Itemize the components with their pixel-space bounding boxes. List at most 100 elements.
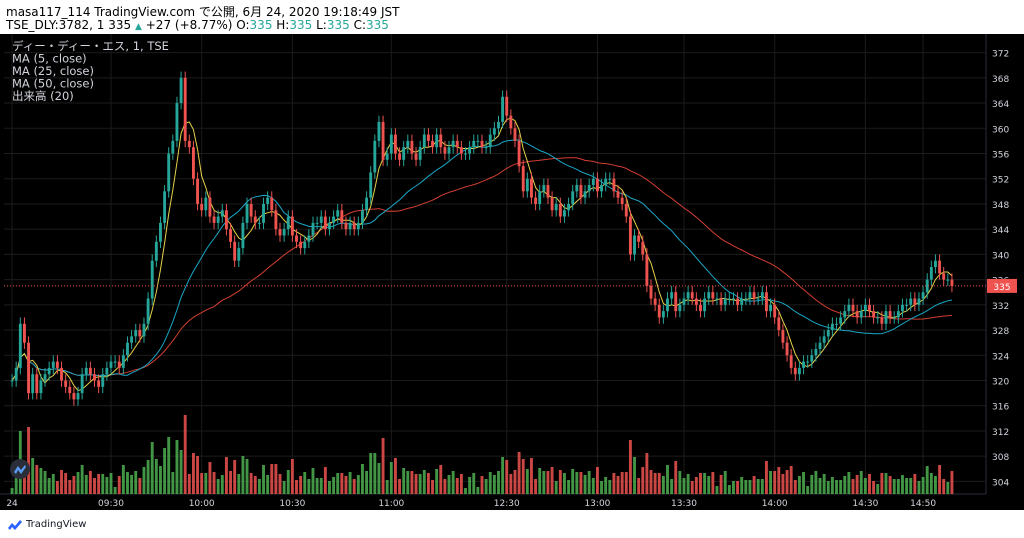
candle-body — [266, 197, 270, 204]
candle-body — [126, 342, 129, 356]
volume-bar — [183, 415, 187, 494]
volume-bar — [154, 459, 158, 494]
ma50-line — [11, 157, 952, 381]
volume-bar — [756, 479, 760, 494]
volume-bar — [723, 471, 727, 494]
volume-bar — [661, 476, 665, 494]
candle-body — [686, 292, 690, 299]
candle-body — [591, 178, 595, 186]
volume-bar — [806, 486, 810, 494]
volume-bar — [513, 470, 517, 494]
candle-body — [93, 374, 96, 381]
chart-footer: TradingView — [0, 510, 1024, 538]
x-tick-label: 14:00 — [762, 499, 788, 509]
candle-body — [303, 241, 307, 249]
price-chart[interactable]: 3723683643603563523483443403363323283243… — [0, 34, 1024, 510]
candle-body — [913, 298, 917, 305]
x-tick-label: 24 — [6, 499, 18, 509]
candle-body — [212, 216, 216, 223]
volume-bar — [789, 466, 793, 494]
volume-bar — [616, 476, 620, 494]
volume-bar — [191, 453, 195, 494]
candle-body — [208, 197, 212, 217]
volume-bar — [600, 481, 603, 494]
candle-body — [785, 342, 789, 356]
y-tick-label: 348 — [992, 201, 1009, 211]
volume-bar — [488, 472, 492, 494]
candle-body — [68, 386, 72, 394]
volume-bar — [542, 471, 546, 494]
volume-bar — [764, 461, 768, 494]
candle-body — [418, 147, 422, 160]
candle-body — [554, 203, 558, 211]
volume-bar — [694, 477, 698, 494]
volume-bar — [863, 478, 867, 494]
candle-body — [344, 222, 348, 230]
candle-body — [204, 197, 208, 211]
last-price-label: 335 — [993, 283, 1010, 293]
volume-bar — [369, 453, 373, 494]
change-up-icon: ▲ — [135, 22, 142, 32]
x-tick-label: 10:30 — [279, 499, 305, 509]
candle-body — [422, 134, 426, 148]
candle-body — [51, 361, 55, 368]
candle-body — [311, 222, 315, 236]
candle-body — [892, 317, 896, 319]
candle-body — [101, 374, 105, 387]
volume-bar — [418, 474, 422, 494]
candle-body — [315, 222, 319, 224]
volume-bar — [270, 464, 274, 494]
volume-bar — [591, 478, 595, 494]
volume-bar — [546, 471, 550, 494]
candle-body — [146, 298, 150, 324]
tradingview-logo-icon — [8, 520, 22, 530]
y-tick-label: 332 — [992, 302, 1009, 312]
volume-bar — [344, 476, 348, 494]
volume-bar — [583, 475, 587, 494]
volume-bar — [179, 450, 183, 494]
candle-body — [249, 203, 253, 217]
candle-body — [600, 185, 603, 192]
candle-body — [694, 298, 698, 305]
candle-body — [851, 304, 855, 312]
legend-item: 出来高 (20) — [12, 89, 74, 103]
candle-body — [130, 336, 134, 343]
volume-bar — [938, 465, 942, 494]
candle-body — [241, 222, 245, 249]
volume-bar — [435, 469, 439, 494]
candle-body — [31, 374, 35, 394]
volume-bar — [736, 481, 740, 494]
volume-bar — [282, 481, 286, 494]
volume-bar — [567, 480, 571, 494]
candle-body — [624, 203, 628, 217]
candle-body — [509, 115, 513, 129]
candle-body — [538, 191, 542, 204]
legend-item: MA (50, close) — [12, 77, 94, 91]
volume-bar — [637, 478, 641, 494]
volume-bar — [303, 472, 307, 494]
volume-bar — [657, 473, 661, 494]
candle-body — [14, 367, 18, 381]
candle-body — [459, 147, 463, 154]
candle-body — [863, 304, 867, 312]
volume-bar — [323, 467, 327, 494]
volume-bar — [587, 471, 591, 494]
x-tick-label: 14:50 — [910, 499, 936, 509]
candle-body — [233, 241, 237, 261]
volume-bar — [777, 467, 781, 494]
candle-body — [620, 197, 624, 204]
candle-body — [830, 323, 834, 331]
ohlc-summary: TSE_DLY:3782, 1 335 ▲ +27 (+8.77%) O:335… — [6, 18, 389, 32]
candle-body — [880, 317, 884, 324]
candle-body — [616, 191, 620, 198]
volume-bar — [175, 440, 179, 494]
candle-body — [22, 323, 26, 343]
volume-bar — [530, 458, 533, 494]
volume-bar — [909, 478, 913, 494]
volume-bar — [459, 474, 463, 494]
candle-body — [917, 298, 921, 305]
candle-body — [443, 147, 447, 154]
volume-bar — [464, 488, 467, 494]
volume-bar — [319, 478, 323, 494]
candle-body — [389, 134, 393, 154]
